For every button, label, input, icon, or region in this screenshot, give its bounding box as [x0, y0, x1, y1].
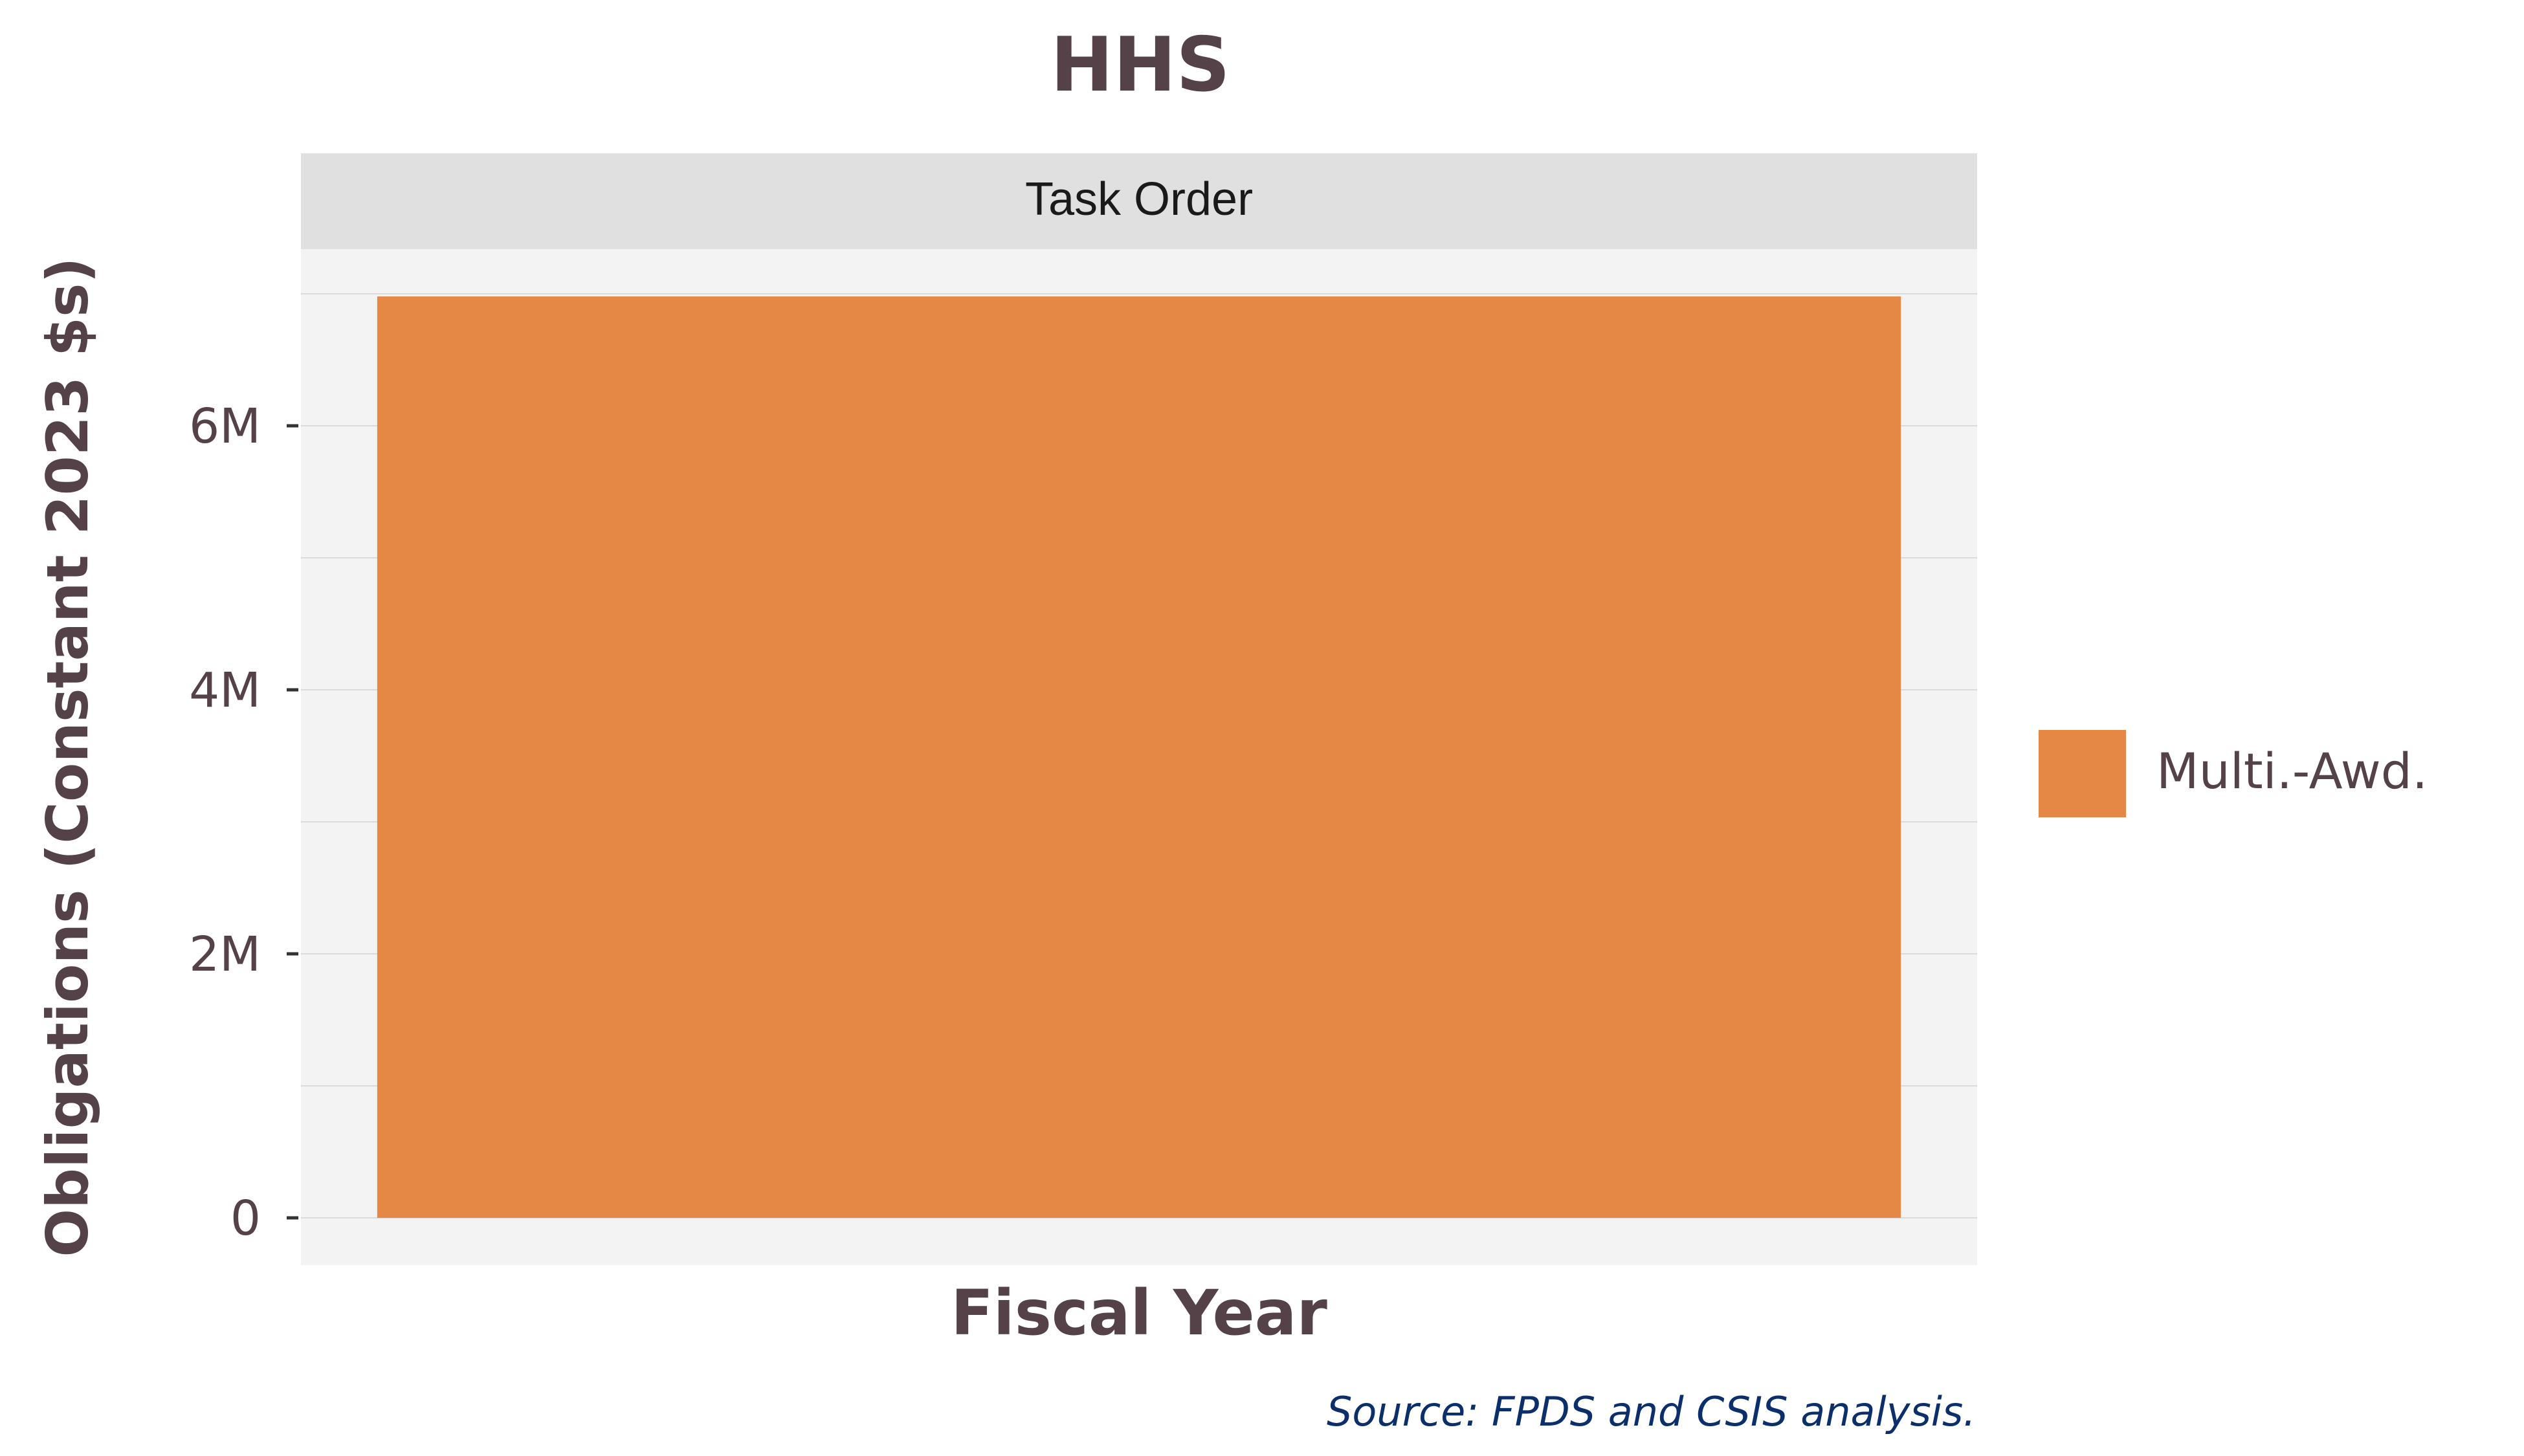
- y-axis-title: Obligations (Constant 2023 $s): [34, 257, 101, 1257]
- legend-swatch-multi-awd: [2039, 730, 2126, 817]
- legend-label-multi-awd: Multi.-Awd.: [2156, 742, 2428, 800]
- bars: [377, 296, 1901, 1219]
- chart-title: HHS: [1050, 21, 1230, 109]
- y-tick-label: 2M: [189, 927, 261, 982]
- y-tick-label: 0: [230, 1191, 261, 1246]
- y-axis: 0 2M 4M 6M: [189, 399, 298, 1246]
- y-tick-label: 4M: [189, 663, 261, 718]
- x-axis-title: Fiscal Year: [951, 1277, 1327, 1349]
- legend: Multi.-Awd.: [2039, 730, 2428, 817]
- source-note: Source: FPDS and CSIS analysis.: [1327, 1388, 1976, 1435]
- facet-strip: [301, 153, 1977, 249]
- bar: [377, 296, 1901, 1219]
- facet-strip-label: Task Order: [1025, 173, 1253, 225]
- y-tick-label: 6M: [189, 399, 261, 454]
